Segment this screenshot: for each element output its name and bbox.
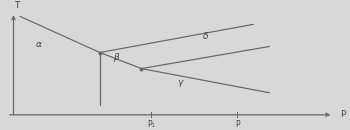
Text: β: β: [113, 53, 119, 62]
Text: γ: γ: [177, 78, 182, 87]
Text: P: P: [340, 110, 345, 119]
Text: δ: δ: [203, 32, 208, 41]
Text: α: α: [36, 40, 42, 49]
Text: P: P: [235, 120, 240, 129]
Text: P₁: P₁: [147, 120, 155, 129]
Text: T: T: [14, 1, 19, 10]
